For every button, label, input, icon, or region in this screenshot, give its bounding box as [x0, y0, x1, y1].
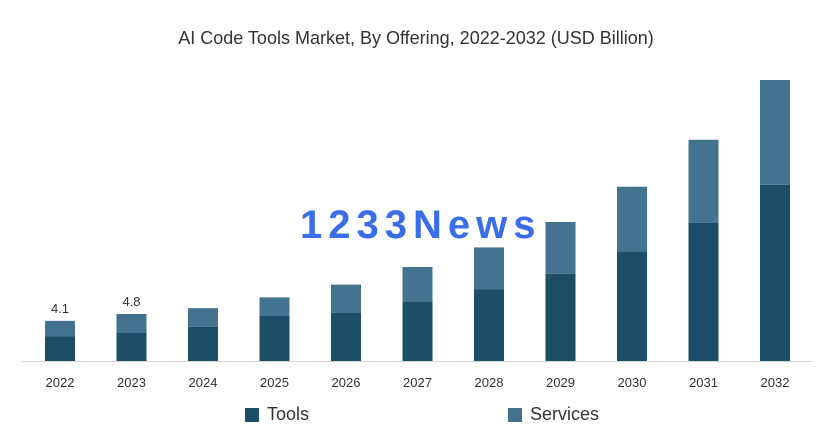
bar-services-2027 — [402, 267, 433, 302]
data-label-2023: 4.8 — [122, 294, 140, 309]
bar-services-2023 — [116, 314, 147, 333]
legend-label-services: Services — [530, 404, 600, 424]
bar-tools-2032 — [760, 184, 790, 361]
x-tick-label-2022: 2022 — [46, 375, 75, 390]
x-tick-label-2025: 2025 — [260, 375, 289, 390]
legend-swatch-services — [508, 407, 522, 422]
bar-tools-2025 — [259, 315, 290, 361]
bar-services-2025 — [259, 297, 290, 316]
legend-item-services: Services — [508, 404, 599, 425]
bar-tools-2024 — [188, 326, 218, 361]
legend-item-tools: Tools — [245, 404, 309, 425]
bars-group — [45, 80, 790, 361]
bar-services-2028 — [474, 247, 504, 290]
legend-label-tools: Tools — [267, 404, 310, 424]
chart-title: AI Code Tools Market, By Offering, 2022-… — [178, 28, 654, 48]
x-tick-label-2029: 2029 — [546, 375, 575, 390]
data-labels: 4.1 4.8 — [51, 294, 141, 316]
x-tick-label-2028: 2028 — [475, 375, 504, 390]
bar-services-2022 — [45, 320, 75, 337]
legend-swatch-tools — [245, 407, 259, 422]
bar-tools-2027 — [402, 301, 433, 361]
x-tick-label-2030: 2030 — [618, 375, 647, 390]
bar-tools-2022 — [45, 336, 75, 361]
legend: Tools Services — [0, 404, 832, 428]
bar-services-2031 — [688, 139, 719, 223]
x-tick-label-2023: 2023 — [117, 375, 146, 390]
x-tick-label-2032: 2032 — [761, 375, 790, 390]
watermark: 1233News — [300, 203, 540, 247]
x-tick-labels: 2022 2023 2024 2025 2026 2027 2028 2029 2030 2031… — [46, 375, 790, 390]
bar-services-2024 — [188, 308, 218, 327]
bar-services-2032 — [760, 80, 790, 185]
x-tick-label-2027: 2027 — [403, 375, 432, 390]
x-tick-label-2024: 2024 — [189, 375, 218, 390]
x-tick-label-2026: 2026 — [332, 375, 361, 390]
data-label-2022: 4.1 — [51, 301, 69, 316]
bar-services-2030 — [617, 186, 647, 252]
bar-tools-2023 — [116, 332, 147, 361]
bar-tools-2028 — [474, 289, 504, 361]
bar-services-2029 — [545, 221, 576, 274]
x-tick-label-2031: 2031 — [689, 375, 718, 390]
bar-tools-2031 — [688, 222, 719, 361]
watermark-text: 1233News — [300, 203, 540, 247]
bar-tools-2029 — [545, 273, 576, 361]
bar-tools-2026 — [331, 313, 361, 361]
bar-services-2026 — [331, 284, 361, 314]
bar-tools-2030 — [617, 251, 647, 361]
